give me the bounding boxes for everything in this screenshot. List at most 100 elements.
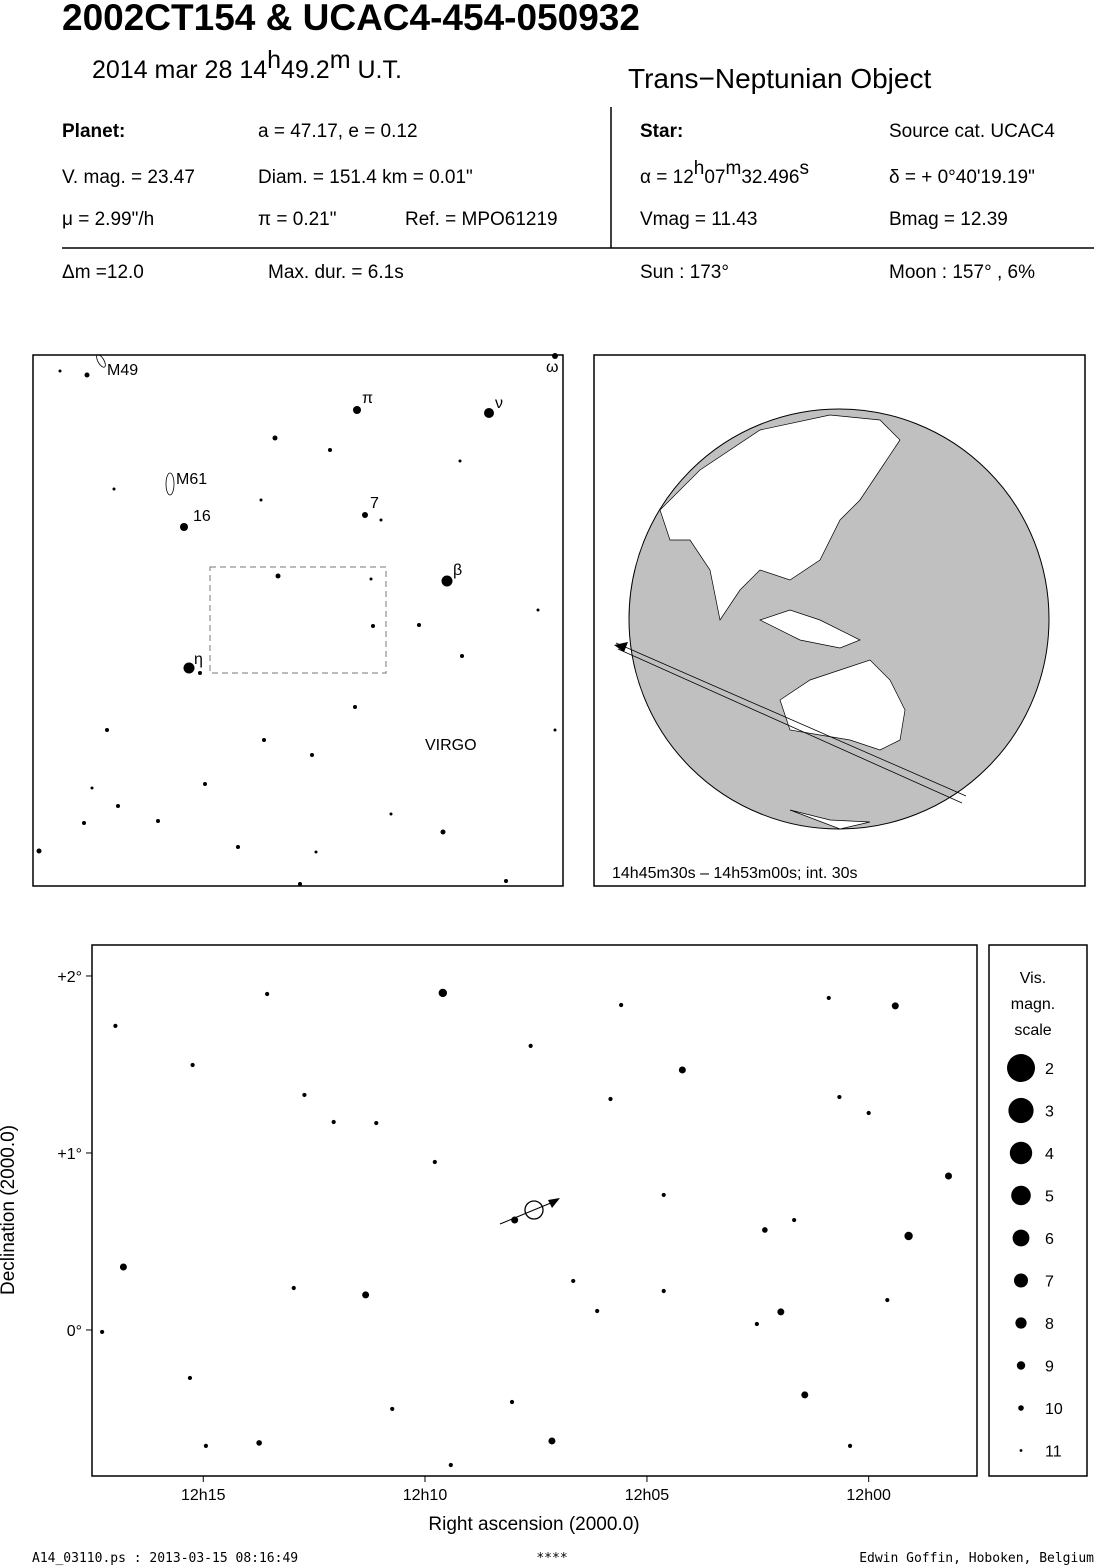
y-tick-label: 0° bbox=[67, 1323, 82, 1340]
x-tick-label: 12h10 bbox=[403, 1487, 448, 1504]
star bbox=[661, 1288, 666, 1294]
title: 2002CT154 & UCAC4-454-050932 bbox=[62, 0, 640, 38]
star bbox=[801, 1391, 809, 1399]
alpha: α = 12h07m32.496s bbox=[640, 158, 809, 188]
star bbox=[100, 1329, 105, 1335]
x-axis-title: Right ascension (2000.0) bbox=[428, 1514, 639, 1535]
finder-label: β bbox=[453, 562, 462, 579]
finder-frame bbox=[32, 354, 564, 887]
star bbox=[528, 1043, 533, 1048]
star bbox=[187, 1375, 193, 1381]
y-tick-label: +2° bbox=[57, 969, 82, 986]
legend-label: 6 bbox=[1045, 1231, 1054, 1248]
star bbox=[119, 1263, 127, 1271]
y-axis-title: Declination (2000.0) bbox=[0, 1125, 19, 1295]
star bbox=[203, 1443, 209, 1449]
finder-label: VIRGO bbox=[425, 737, 477, 754]
ref: Ref. = MPO61219 bbox=[405, 209, 558, 230]
star bbox=[661, 1192, 666, 1198]
finder-label: ν bbox=[495, 395, 503, 412]
x-tick-label: 12h05 bbox=[625, 1487, 670, 1504]
star bbox=[866, 1110, 871, 1116]
legend-label: 11 bbox=[1045, 1444, 1062, 1461]
vmag: V. mag. = 23.47 bbox=[62, 167, 195, 188]
legend-dot bbox=[1008, 1097, 1034, 1124]
legend-label: 2 bbox=[1045, 1061, 1054, 1078]
legend-dot bbox=[1011, 1185, 1031, 1206]
date-part: 2014 mar 28 14 bbox=[92, 56, 267, 84]
legend-dot bbox=[1016, 1361, 1026, 1370]
star bbox=[374, 1120, 379, 1126]
star bbox=[762, 1227, 768, 1233]
legend-label: 3 bbox=[1045, 1104, 1054, 1121]
star bbox=[448, 1462, 453, 1468]
target bbox=[499, 1198, 560, 1225]
legend-dot bbox=[1009, 1141, 1033, 1165]
globe-frame bbox=[593, 354, 1086, 887]
star bbox=[595, 1308, 600, 1314]
star bbox=[362, 1291, 370, 1299]
legend-label: 7 bbox=[1045, 1274, 1054, 1291]
star bbox=[792, 1217, 797, 1223]
land bbox=[779, 659, 906, 751]
object-type: Trans−Neptunian Object bbox=[628, 63, 931, 94]
legend-title: scale bbox=[1014, 1022, 1051, 1039]
y-tick-label: +1° bbox=[57, 1146, 82, 1163]
mu: μ = 2.99"/h bbox=[62, 209, 154, 230]
date-part: m bbox=[330, 46, 351, 74]
chart-field bbox=[209, 566, 387, 674]
legend-dot bbox=[1014, 1273, 1028, 1288]
legend-frame bbox=[988, 944, 1088, 1477]
track bbox=[617, 648, 963, 804]
star bbox=[885, 1297, 890, 1303]
star bbox=[509, 1399, 515, 1405]
duration: Max. dur. = 6.1s bbox=[268, 262, 404, 283]
star bbox=[608, 1096, 613, 1102]
star bbox=[777, 1308, 785, 1316]
star bbox=[904, 1231, 913, 1241]
footer-file: A14_03110.ps : 2013-03-15 08:16:49 bbox=[32, 1551, 298, 1566]
planet-label: Planet: bbox=[62, 121, 125, 142]
footer-author: Edwin Goffin, Hoboken, Belgium bbox=[859, 1551, 1094, 1566]
star-label: Star: bbox=[640, 121, 683, 142]
legend-dot bbox=[1007, 1054, 1035, 1082]
star bbox=[945, 1172, 953, 1180]
date: 2014 mar 28 14h49.2m U.T. bbox=[92, 46, 402, 84]
star-vmag: Vmag = 11.43 bbox=[640, 209, 757, 230]
finder-label: η bbox=[194, 651, 203, 668]
delta-m: Δm =12.0 bbox=[62, 262, 144, 283]
galaxy bbox=[96, 354, 106, 368]
alpha-part: h bbox=[694, 158, 705, 179]
date-part: h bbox=[267, 46, 281, 74]
sun: Sun : 173° bbox=[640, 262, 729, 283]
legend-title: Vis. bbox=[1020, 970, 1046, 987]
legend-label: 8 bbox=[1045, 1316, 1054, 1333]
legend-dot bbox=[1015, 1317, 1027, 1329]
alpha-part: s bbox=[799, 158, 809, 179]
bmag: Bmag = 12.39 bbox=[889, 209, 1008, 230]
star bbox=[548, 1437, 556, 1445]
legend-label: 4 bbox=[1045, 1146, 1054, 1163]
galaxy bbox=[165, 472, 175, 496]
alpha-part: α = 12 bbox=[640, 167, 694, 188]
star bbox=[511, 1216, 519, 1224]
finder-label: M61 bbox=[176, 471, 207, 488]
land bbox=[789, 809, 871, 830]
star bbox=[891, 1002, 899, 1010]
star bbox=[571, 1278, 576, 1284]
legend-label: 10 bbox=[1045, 1401, 1063, 1418]
source: Source cat. UCAC4 bbox=[889, 121, 1055, 142]
star bbox=[438, 988, 448, 998]
star bbox=[826, 995, 831, 1001]
date-part: 49.2 bbox=[281, 56, 330, 84]
legend-dot bbox=[1018, 1405, 1024, 1411]
diam: Diam. = 151.4 km = 0.01" bbox=[258, 167, 473, 188]
legend-title: magn. bbox=[1011, 996, 1055, 1013]
legend-dot bbox=[1019, 1449, 1023, 1452]
finder-label: 16 bbox=[193, 508, 211, 525]
track bbox=[615, 642, 967, 797]
star bbox=[190, 1062, 195, 1068]
legend-label: 9 bbox=[1045, 1359, 1054, 1376]
legend-label: 5 bbox=[1045, 1189, 1054, 1206]
